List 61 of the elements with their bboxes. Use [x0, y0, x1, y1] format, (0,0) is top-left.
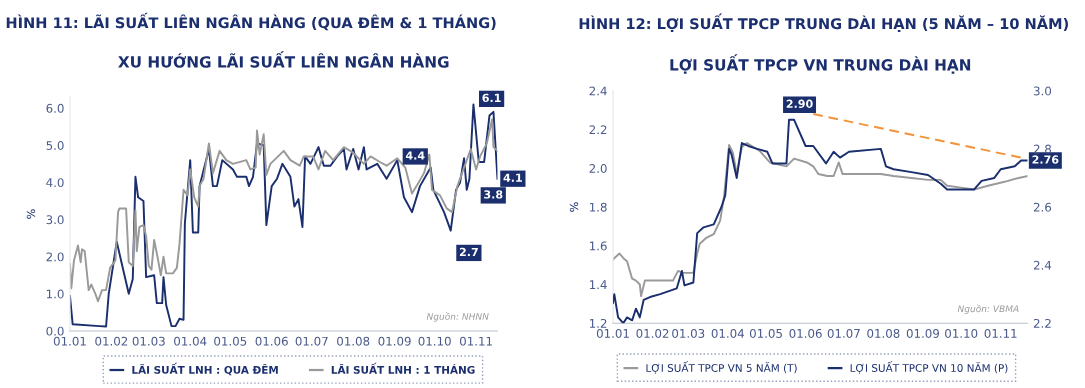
- y-tick-label: 1.2: [589, 318, 607, 328]
- y-tick-label: 6.0: [46, 103, 64, 113]
- y-tick-label: 2.2: [589, 125, 607, 135]
- annotation: Nguồn: NHNN: [426, 312, 489, 322]
- x-tick-label: 01.04: [711, 328, 745, 338]
- x-tick-label: 01.11: [984, 328, 1017, 338]
- chart-subtitle: XU HƯỚNG LÃI SUẤT LIÊN NGÂN HÀNG: [118, 51, 449, 68]
- annotation: Nguồn: VBMA: [957, 304, 1019, 314]
- y2-tick-label: 2.2: [1033, 318, 1051, 328]
- x-tick-label: 01.10: [418, 336, 451, 346]
- x-tick-label: 01.02: [636, 328, 669, 338]
- x-tick-label: 01.07: [295, 336, 328, 346]
- y-tick-label: 5.0: [46, 141, 64, 150]
- y2-tick-label: 2.4: [1033, 260, 1052, 270]
- chart-title: HÌNH 11: LÃI SUẤT LIÊN NGÂN HÀNG (QUA ĐÊM & 1 THÁNG): [6, 12, 496, 31]
- annotation: 4.1: [503, 173, 522, 182]
- y-tick-label: 1.6: [589, 241, 607, 251]
- x-tick-label: 01.10: [945, 328, 978, 338]
- x-tick-label: 01.02: [95, 336, 128, 346]
- text: 2.76: [1032, 155, 1059, 164]
- x-tick-label: 01.08: [867, 328, 900, 338]
- x-tick-label: 01.03: [132, 336, 165, 346]
- legend-label: LÃI SUẤT LNH : 1 THÁNG: [331, 362, 475, 374]
- legend-label: LÃI SUẤT LNH : QUA ĐÊM: [132, 362, 278, 376]
- y-tick-label: 3.0: [46, 215, 64, 225]
- annotation: 2.7: [459, 247, 478, 256]
- y-axis-title: %: [569, 202, 579, 212]
- y2-tick-label: 3.0: [1033, 86, 1052, 96]
- y-tick-label: 1.8: [589, 202, 607, 212]
- y-tick-label: 2.0: [589, 163, 607, 173]
- x-tick-label: 01.06: [255, 336, 288, 346]
- x-tick-label: 01.05: [749, 328, 782, 338]
- legend-label: LỢI SUẤT TPCP VN 5 NĂM (T): [646, 361, 797, 374]
- x-tick-label: 01.05: [214, 336, 247, 346]
- y2-tick-label: 2.8: [1033, 144, 1052, 154]
- chart-title: HÌNH 12: LỢI SUẤT TPCP TRUNG DÀI HẠN (5 NĂM – 10 NĂM): [579, 13, 1068, 33]
- x-tick-label: 01.08: [337, 336, 370, 346]
- line-series: [613, 142, 1028, 298]
- x-tick-label: 01.11: [459, 336, 492, 346]
- x-tick-label: 01.06: [789, 328, 822, 338]
- chart-subtitle: LỢI SUẤT TPCP VN TRUNG DÀI HẠN: [670, 54, 971, 74]
- y-tick-label: 4.0: [46, 178, 64, 188]
- x-tick-label: 01.04: [174, 336, 207, 346]
- x-tick-label: 01.01: [53, 336, 86, 346]
- y-tick-label: 0.0: [46, 326, 64, 336]
- annotation: 6.1: [482, 93, 501, 103]
- x-tick-label: 01.09: [378, 336, 411, 346]
- y2-tick-label: 2.6: [1033, 202, 1052, 212]
- x-tick-label: 01.07: [827, 328, 860, 338]
- y-tick-label: 1.4: [589, 280, 607, 289]
- y-tick-label: 2.0: [46, 252, 64, 262]
- x-tick-label: 01.01: [596, 328, 629, 338]
- legend-label: LỢI SUẤT TPCP VN 10 NĂM (P): [850, 361, 1008, 374]
- y-tick-label: 2.4: [589, 86, 607, 96]
- annotation: 2.90: [786, 99, 813, 108]
- annotation: 3.8: [484, 190, 503, 199]
- x-tick-label: 01.09: [906, 328, 939, 338]
- x-tick-label: 01.03: [672, 328, 705, 338]
- y-tick-label: 1.0: [46, 289, 64, 299]
- y-axis-title: %: [26, 209, 36, 219]
- annotation: 4.4: [405, 151, 425, 160]
